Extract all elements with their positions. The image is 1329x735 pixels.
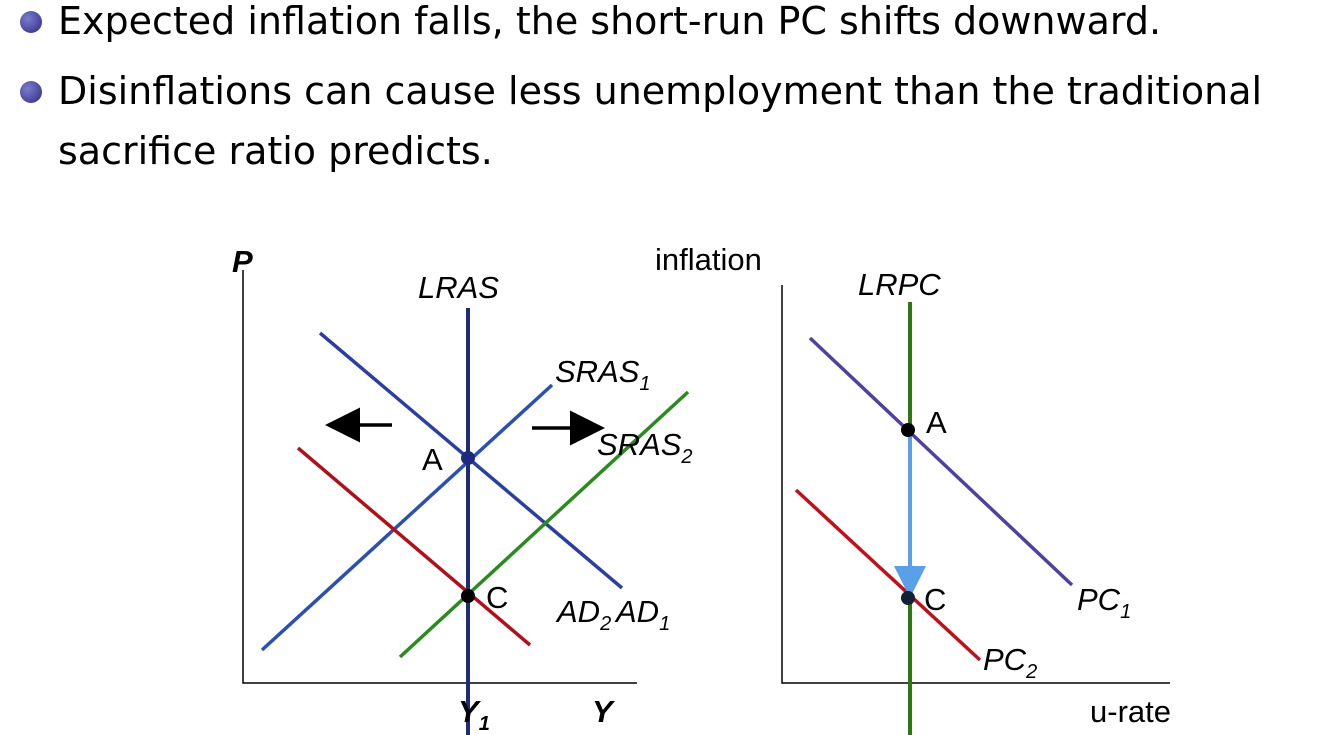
bullet-text: Expected inflation falls, the short-run … [58,0,1162,43]
curve-label: LRPC [858,267,941,302]
curve-label: SRAS1 [555,354,651,395]
pc1-line [808,336,1074,587]
curve-label: PC1 [1077,582,1131,623]
axis-label: Y [592,694,616,729]
sras2-line [398,390,690,659]
left-diagram: P Y Y1 LRAS SRAS1 SRAS2 AD2 AD1 A C [232,244,693,735]
point [901,591,915,605]
axis-label: inflation [655,242,762,277]
curve-label: AD1 [614,594,670,635]
bullet-text: Disinflations can cause less unemploymen… [58,69,1263,113]
point-label: A [926,405,947,440]
axes [242,270,637,684]
axis-mark: Y1 [458,694,490,735]
point-label: C [486,580,508,615]
bullet-text: sacrifice ratio predicts. [58,129,493,173]
curve-label: PC2 [983,642,1037,683]
axis-label: P [232,244,253,279]
right-diagram: inflation u-rate LRPC PC1 PC2 A C [655,242,1171,735]
axes [781,285,1170,684]
point-label: C [924,582,946,617]
point [461,451,475,465]
curve-label: SRAS2 [597,427,693,468]
curve-label: LRAS [418,270,499,305]
ad2-line [296,446,532,647]
sras1-line [260,383,554,652]
point [901,423,915,437]
point-label: A [422,442,443,477]
bullet-dot [20,81,42,103]
curve-label: AD2 [555,594,611,635]
axis-label: u-rate [1090,694,1171,729]
point [461,589,475,603]
bullet-dot [20,11,42,33]
pc2-line [794,488,982,662]
